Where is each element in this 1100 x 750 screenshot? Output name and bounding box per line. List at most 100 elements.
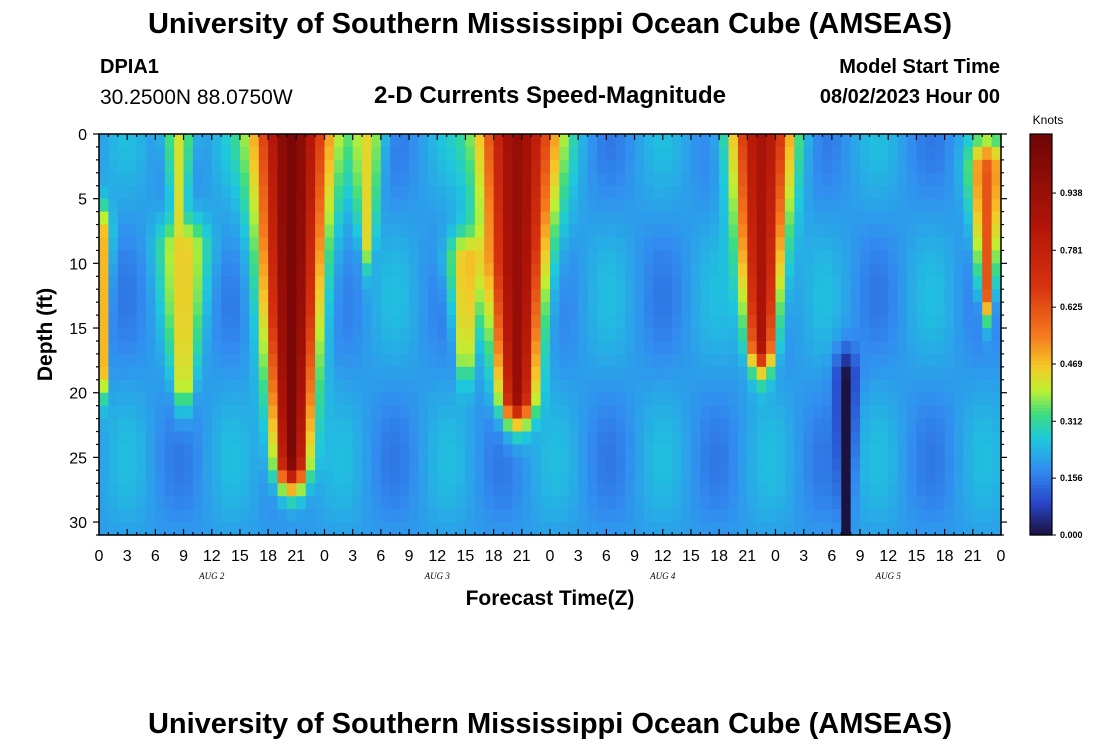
heatmap-cell: [653, 418, 664, 433]
heatmap-cell: [756, 522, 767, 536]
heatmap-cell: [239, 185, 250, 200]
heatmap-cell: [493, 340, 504, 355]
heatmap-cell: [568, 444, 579, 458]
heatmap-cell: [982, 185, 993, 200]
colorbar-segment: [1030, 190, 1052, 195]
heatmap-cell: [784, 509, 795, 523]
heatmap-cell: [503, 522, 514, 536]
heatmap-cell: [230, 379, 241, 394]
heatmap-cell: [550, 418, 560, 433]
heatmap-cell: [813, 522, 824, 536]
heatmap-cell: [399, 457, 410, 471]
heatmap-cell: [155, 483, 166, 497]
heatmap-cell: [841, 185, 852, 200]
heatmap-cell: [437, 522, 448, 536]
heatmap-cell: [925, 134, 936, 148]
heatmap-cell: [681, 134, 692, 148]
heatmap-cell: [944, 211, 955, 226]
heatmap-cell: [145, 457, 156, 471]
heatmap-cell: [183, 418, 194, 433]
heatmap-cell: [418, 289, 429, 303]
heatmap-cell: [99, 146, 109, 161]
heatmap-cell: [907, 237, 918, 252]
heatmap-cell: [869, 483, 880, 497]
heatmap-cell: [719, 250, 730, 264]
heatmap-cell: [587, 444, 598, 458]
heatmap-cell: [418, 392, 429, 407]
heatmap-cell: [550, 172, 560, 187]
heatmap-cell: [860, 509, 871, 523]
heatmap-cell: [944, 340, 955, 355]
heatmap-cell: [277, 379, 288, 394]
heatmap-cell: [878, 289, 889, 303]
heatmap-cell: [531, 405, 542, 420]
heatmap-cell: [315, 418, 326, 433]
heatmap-cell: [305, 198, 316, 213]
colorbar-segment: [1030, 150, 1052, 155]
heatmap-cell: [963, 509, 974, 523]
heatmap-cell: [869, 418, 880, 433]
heatmap-cell: [643, 289, 654, 303]
heatmap-cell: [540, 340, 551, 355]
heatmap-cell: [606, 470, 617, 484]
heatmap-cell: [587, 418, 598, 433]
heatmap-cell: [343, 315, 354, 329]
heatmap-cell: [456, 315, 467, 329]
heatmap-cell: [493, 263, 504, 277]
heatmap-cell: [155, 276, 166, 290]
heatmap-cell: [117, 392, 128, 407]
heatmap-cell: [690, 263, 701, 277]
heatmap-cell: [446, 379, 457, 394]
heatmap-cell: [239, 509, 250, 523]
heatmap-cell: [756, 185, 767, 200]
heatmap-cell: [521, 418, 532, 433]
heatmap-cell: [324, 263, 335, 277]
heatmap-cell: [672, 366, 683, 381]
heatmap-cell: [446, 315, 457, 329]
heatmap-cell: [183, 172, 194, 187]
colorbar-segment: [1030, 511, 1052, 516]
heatmap-cell: [747, 418, 758, 433]
heatmap-cell: [484, 457, 495, 471]
heatmap-cell: [559, 444, 570, 458]
heatmap-cell: [728, 522, 739, 536]
heatmap-cell: [164, 509, 175, 523]
heatmap-cell: [456, 146, 467, 161]
x-tick-label: 0: [771, 548, 780, 565]
heatmap-cell: [775, 483, 786, 497]
heatmap-cell: [211, 263, 222, 277]
heatmap-cell: [869, 172, 880, 187]
colorbar-segment: [1030, 294, 1052, 299]
heatmap-cell: [145, 444, 156, 458]
colorbar-segment: [1030, 314, 1052, 319]
heatmap-cell: [690, 366, 701, 381]
heatmap-cell: [587, 379, 598, 394]
heatmap-cell: [709, 483, 720, 497]
heatmap-cell: [258, 470, 269, 484]
heatmap-cell: [784, 134, 795, 148]
heatmap-cell: [963, 522, 974, 536]
colorbar-segment: [1030, 254, 1052, 259]
heatmap-cell: [747, 379, 758, 394]
heatmap-cell: [568, 159, 579, 174]
colorbar-segment: [1030, 267, 1052, 272]
heatmap-cell: [916, 522, 927, 536]
heatmap-cell: [371, 457, 382, 471]
heatmap-cell: [681, 379, 692, 394]
heatmap-cell: [399, 392, 410, 407]
heatmap-cell: [775, 340, 786, 355]
heatmap-cell: [324, 289, 335, 303]
heatmap-cell: [192, 483, 203, 497]
heatmap-cell: [982, 483, 993, 497]
heatmap-cell: [766, 302, 777, 316]
heatmap-cell: [258, 444, 269, 458]
heatmap-cell: [230, 509, 241, 523]
heatmap-cell: [117, 405, 128, 420]
colorbar-segment: [1030, 444, 1052, 449]
heatmap-cell: [164, 237, 175, 252]
heatmap-cell: [935, 483, 946, 497]
heatmap-cell: [305, 470, 316, 484]
heatmap-cell: [634, 328, 645, 342]
heatmap-cell: [362, 198, 373, 213]
heatmap-cell: [550, 470, 560, 484]
